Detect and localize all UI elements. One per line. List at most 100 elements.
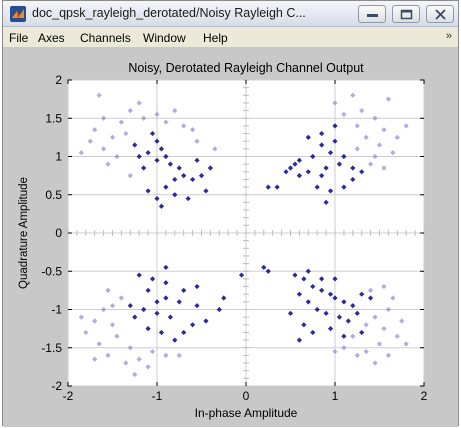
data-point [372, 153, 378, 160]
data-point [265, 268, 271, 274]
data-point [381, 165, 387, 171]
data-point [118, 119, 124, 125]
data-point [123, 360, 129, 366]
data-point [105, 287, 111, 293]
data-point [319, 130, 325, 137]
data-point [301, 322, 307, 328]
x-tick-label: -1 [152, 389, 163, 403]
data-point [141, 306, 147, 313]
maximize-button[interactable] [392, 5, 420, 23]
data-point [154, 111, 160, 118]
data-point [203, 188, 209, 194]
data-point [292, 272, 298, 278]
data-point [114, 153, 120, 160]
data-point [310, 283, 316, 290]
y-tick-label: -1.5 [41, 341, 62, 355]
data-point [310, 153, 316, 160]
x-axis-label: In-phase Amplitude [195, 406, 298, 420]
x-tick-label: -2 [63, 389, 74, 403]
data-point [141, 115, 147, 121]
data-point [296, 157, 302, 163]
data-point [203, 318, 209, 324]
data-point [109, 303, 116, 309]
data-point [154, 157, 160, 163]
data-point [163, 184, 169, 190]
title-bar[interactable]: doc_qpsk_rayleigh_derotated/Noisy Raylei… [3, 1, 458, 27]
data-point [327, 326, 334, 332]
data-point [158, 203, 165, 209]
data-point [314, 306, 320, 313]
data-point [109, 322, 116, 328]
data-point [327, 291, 334, 297]
data-point [376, 341, 383, 347]
close-icon [435, 9, 446, 20]
data-point [163, 119, 169, 125]
data-point [261, 264, 267, 271]
y-tick-label: -1 [51, 303, 62, 317]
y-tick-label: -0.5 [41, 264, 62, 278]
data-point [350, 333, 356, 339]
data-point [332, 138, 338, 144]
data-point [96, 341, 102, 347]
data-point [345, 318, 351, 324]
data-point [350, 303, 356, 309]
data-point [381, 127, 387, 133]
data-point [190, 176, 196, 183]
data-point [149, 348, 156, 355]
x-tick-label: 0 [243, 389, 250, 403]
data-point [305, 134, 311, 140]
data-point [359, 329, 365, 336]
data-point [341, 333, 347, 339]
data-point [341, 153, 347, 160]
data-point [136, 356, 142, 362]
menu-channels[interactable]: Channels [80, 31, 131, 45]
data-point [78, 314, 84, 320]
data-point [385, 352, 391, 358]
menu-axes[interactable]: Axes [38, 31, 65, 45]
data-point [354, 352, 360, 358]
menu-window[interactable]: Window [143, 31, 186, 45]
data-point [212, 146, 218, 152]
data-point [181, 173, 187, 179]
data-point [101, 306, 107, 313]
close-button[interactable] [426, 5, 454, 23]
data-point [105, 352, 111, 358]
data-point [372, 115, 378, 121]
data-point [78, 150, 84, 156]
data-point [92, 356, 98, 362]
menu-help[interactable]: Help [203, 31, 228, 45]
data-point [109, 134, 116, 140]
data-point [145, 150, 151, 156]
data-point [190, 127, 196, 133]
data-point [323, 310, 329, 316]
scatter-plot[interactable]: -2 -1 0 1 2 -2 -1.5 -1 -0.5 0 0.5 1 1.5 2 Noisy, Dero… [3, 47, 460, 427]
maximize-icon [400, 9, 413, 20]
minimize-button[interactable] [358, 5, 386, 23]
menu-overflow-icon[interactable]: » [445, 30, 452, 42]
data-point [136, 100, 142, 106]
data-point [403, 341, 409, 347]
y-axis-label: Quadrature Amplitude [18, 177, 30, 289]
data-point [123, 130, 129, 137]
data-point [194, 138, 200, 144]
data-point [172, 108, 178, 114]
data-point [287, 165, 294, 171]
data-point [265, 184, 271, 190]
data-point [238, 272, 245, 278]
data-point [154, 138, 160, 144]
data-point [127, 303, 133, 309]
data-point [167, 314, 173, 320]
data-point [359, 169, 365, 175]
data-point [332, 348, 338, 355]
data-point [181, 329, 187, 336]
data-point [101, 115, 107, 121]
data-point [149, 130, 156, 137]
data-point [305, 169, 311, 175]
data-point [145, 287, 151, 293]
data-point [296, 291, 302, 297]
data-point [163, 153, 169, 160]
data-point [92, 318, 98, 324]
data-point [194, 157, 200, 163]
y-tick-label: 1 [55, 150, 62, 164]
menu-file[interactable]: File [9, 31, 29, 45]
